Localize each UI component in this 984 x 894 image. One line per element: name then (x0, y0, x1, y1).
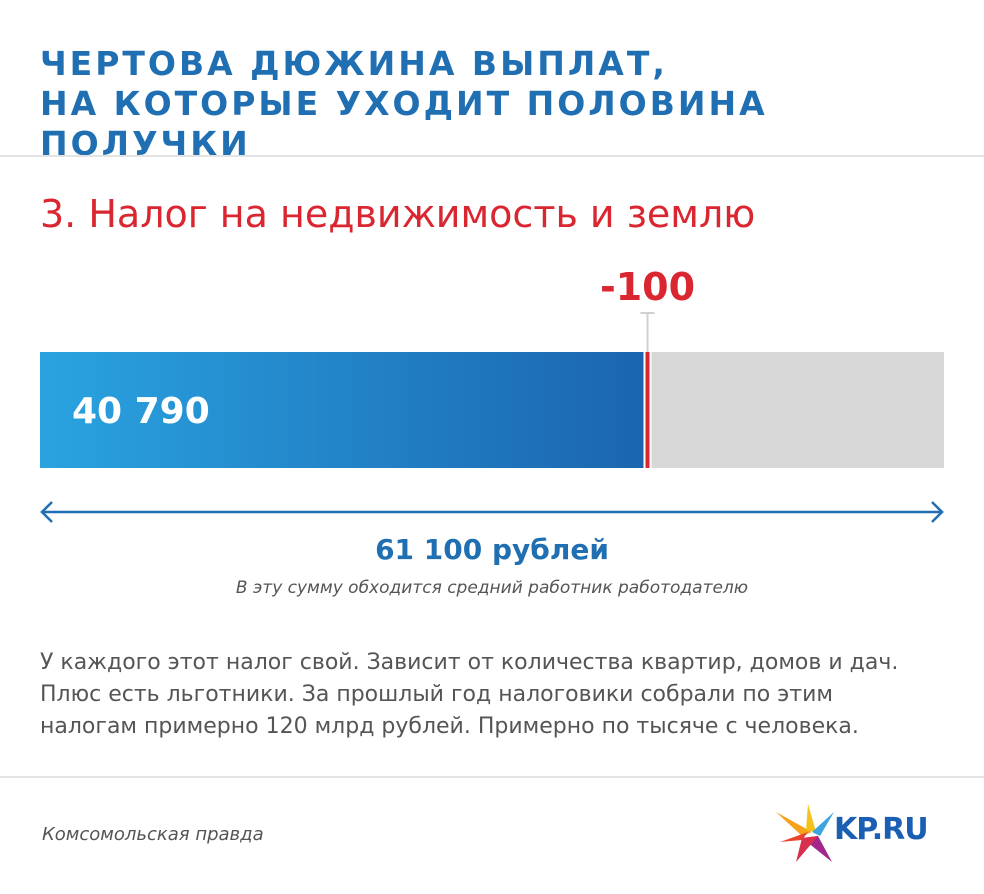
kp-logo: KP.RU (772, 802, 952, 866)
total-arrow-left-head (40, 501, 53, 523)
page-title-line-1: ЧЕРТОВА ДЮЖИНА ВЫПЛАТ, (40, 44, 668, 83)
total-amount: 61 100 рублей (375, 533, 609, 566)
description-line-3: налогам примерно 120 млрд рублей. Пример… (40, 714, 859, 739)
bar-gap (643, 352, 646, 468)
page-title-line-2: НА КОТОРЫЕ УХОДИТ ПОЛОВИНА ПОЛУЧКИ (40, 84, 768, 163)
bar-deduction (645, 352, 650, 468)
total-note: В эту сумму обходится средний работник р… (235, 578, 749, 598)
deduction-label: -100 (600, 265, 695, 309)
top-divider (0, 155, 984, 157)
section-title: 3. Налог на недвижимость и землю (40, 192, 756, 236)
bar-remaining (40, 352, 644, 468)
bottom-divider (0, 776, 984, 778)
description: У каждого этот налог свой. Зависит от ко… (40, 647, 960, 743)
logo-text: KP.RU (834, 812, 929, 847)
remaining-label: 40 790 (72, 391, 210, 432)
page-title: ЧЕРТОВА ДЮЖИНА ВЫПЛАТ, НА КОТОРЫЕ УХОДИТ… (40, 44, 984, 164)
bar-gap-right (649, 352, 652, 468)
total-arrow-right-head (931, 501, 944, 523)
source-credit: Комсомольская правда (42, 824, 264, 845)
description-line-2: Плюс есть льготники. За прошлый год нало… (40, 682, 833, 707)
kp-bird-icon (776, 804, 834, 862)
salary-bar-chart: -100 40 790 (40, 265, 944, 523)
description-line-1: У каждого этот налог свой. Зависит от ко… (40, 650, 899, 675)
